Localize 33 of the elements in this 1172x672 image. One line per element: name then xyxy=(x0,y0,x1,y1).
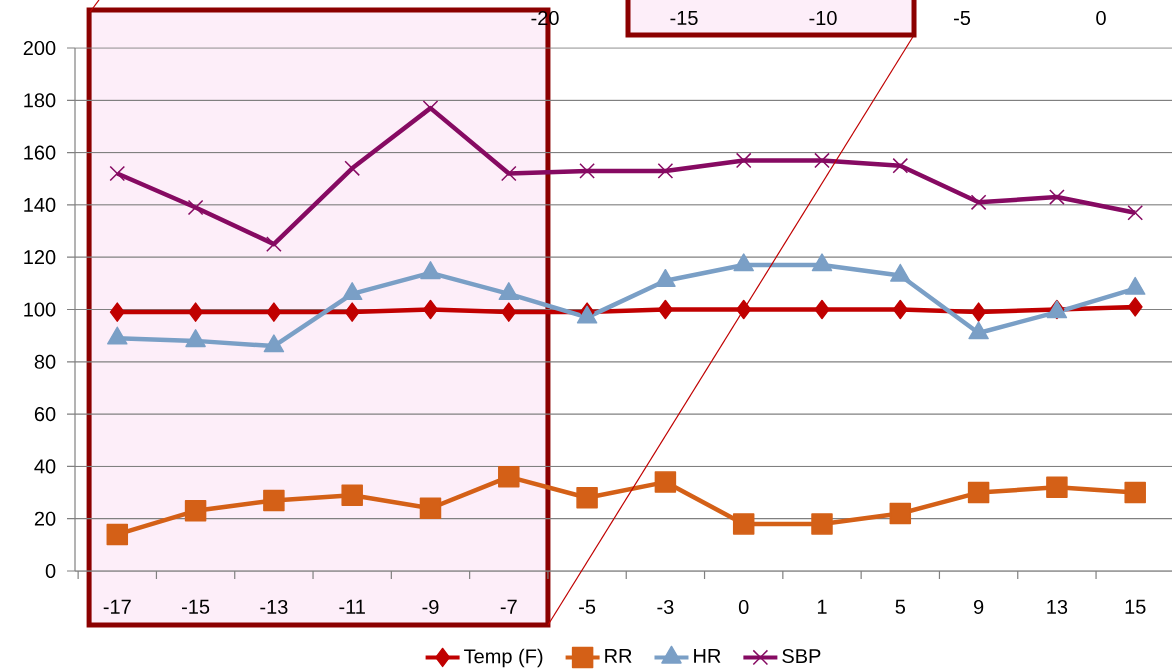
y-tick-label: 60 xyxy=(34,407,56,422)
y-tick-label: 140 xyxy=(24,197,56,212)
y-tick-label: 20 xyxy=(34,511,56,526)
x-tick-label: -17 xyxy=(103,599,131,614)
x-tick-label: 0 xyxy=(738,599,749,615)
x-tick-label: 5 xyxy=(895,599,906,614)
y-tick-label: 40 xyxy=(34,459,56,474)
x-tick-label: -3 xyxy=(657,599,674,615)
x-tick-label: 9 xyxy=(973,599,984,615)
x-tick-label: -7 xyxy=(500,599,517,614)
x-tick-label: 15 xyxy=(1125,599,1146,614)
text: -15 xyxy=(670,11,698,25)
x-tick-label: 1 xyxy=(817,599,827,614)
legend-label: HR xyxy=(694,649,721,663)
x-tick-label: -5 xyxy=(579,599,596,614)
legend-label: Temp (F) xyxy=(464,648,543,668)
x-tick-label: -15 xyxy=(182,599,210,614)
text: -10 xyxy=(809,10,837,26)
y-tick-label: 0 xyxy=(45,563,56,579)
y-tick-label: 180 xyxy=(24,93,56,108)
x-tick-label: -11 xyxy=(339,599,365,614)
x-tick-label: 13 xyxy=(1047,599,1068,615)
text: -5 xyxy=(954,11,971,25)
y-tick-label: 100 xyxy=(24,302,56,317)
y-tick-label: 120 xyxy=(24,250,56,265)
legend-label: SBP xyxy=(782,648,821,664)
text: 0 xyxy=(1096,10,1106,26)
x-tick-label: -9 xyxy=(422,599,439,615)
y-tick-label: 160 xyxy=(24,145,56,160)
x-tick-label: -13 xyxy=(260,599,288,615)
legend-label: RR xyxy=(605,649,632,663)
y-tick-label: 80 xyxy=(34,354,56,369)
y-tick-label: 200 xyxy=(23,40,56,56)
